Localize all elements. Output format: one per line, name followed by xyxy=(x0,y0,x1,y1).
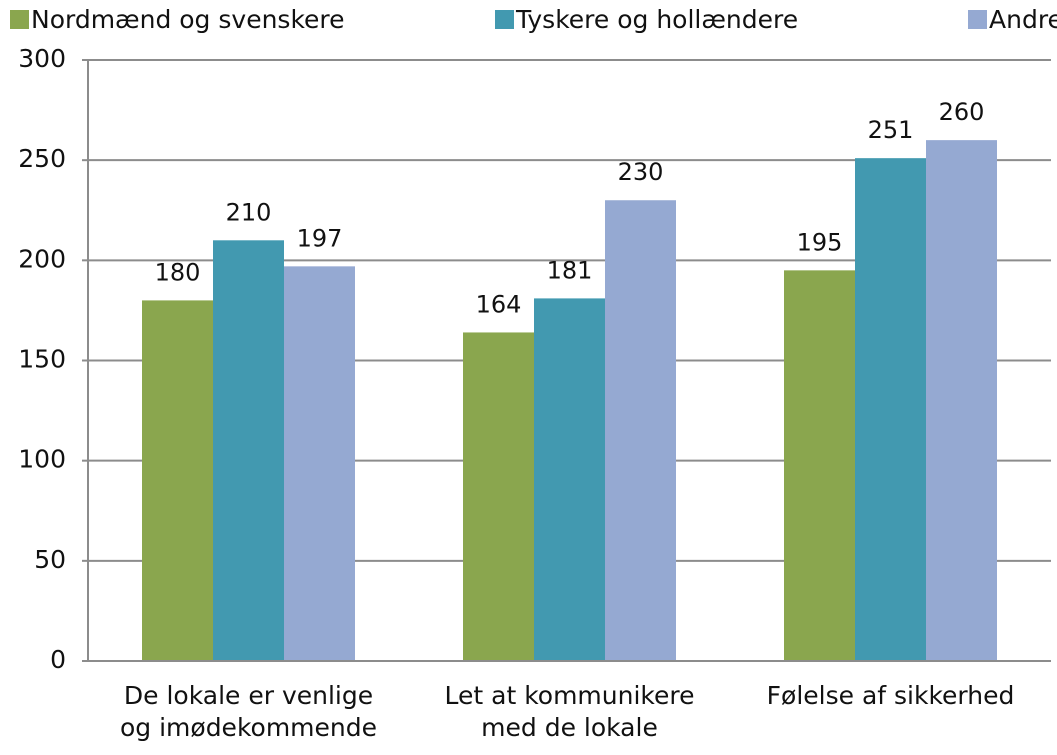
bar xyxy=(855,158,926,661)
x-tick-label-line: og imødekommende xyxy=(120,713,377,742)
x-tick-label-line: De lokale er venlige xyxy=(124,681,373,710)
x-tick-label-line: Følelse af sikkerhed xyxy=(767,681,1015,710)
x-tick-label: Let at kommunikere med de lokale xyxy=(445,681,695,742)
legend-label: Nordmænd og svenskere xyxy=(31,5,345,34)
data-label: 251 xyxy=(868,116,914,144)
x-tick-label-line: med de lokale xyxy=(481,713,658,742)
bar xyxy=(784,270,855,661)
legend-label: Andre xyxy=(989,5,1057,34)
data-label: 181 xyxy=(547,256,593,284)
legend-swatch xyxy=(10,10,29,29)
data-label: 260 xyxy=(939,98,985,126)
data-label: 210 xyxy=(226,198,272,226)
bar xyxy=(926,140,997,662)
legend-swatch xyxy=(495,10,514,29)
y-tick-label: 200 xyxy=(18,244,66,273)
bar xyxy=(605,200,676,661)
y-tick-label: 100 xyxy=(18,445,66,474)
y-tick-label: 150 xyxy=(18,345,66,374)
data-label: 197 xyxy=(297,224,343,252)
x-tick-label: De lokale er venlige og imødekommende xyxy=(120,681,377,742)
x-tick-label-line: Let at kommunikere xyxy=(445,681,695,710)
y-tick-label: 50 xyxy=(34,545,66,574)
y-tick-label: 250 xyxy=(18,144,66,173)
bar xyxy=(534,298,605,661)
y-tick-label: 0 xyxy=(50,645,66,674)
bar xyxy=(142,300,213,661)
data-label: 180 xyxy=(155,258,201,286)
y-tick-label: 300 xyxy=(18,44,66,73)
bar xyxy=(284,266,355,661)
data-label: 195 xyxy=(797,228,843,256)
legend-label: Tyskere og hollændere xyxy=(515,5,798,34)
data-label: 164 xyxy=(476,290,522,318)
data-label: 230 xyxy=(618,158,664,186)
legend-swatch xyxy=(968,10,987,29)
bar xyxy=(213,240,284,662)
x-tick-label: Følelse af sikkerhed xyxy=(767,681,1015,710)
bar xyxy=(463,332,534,661)
